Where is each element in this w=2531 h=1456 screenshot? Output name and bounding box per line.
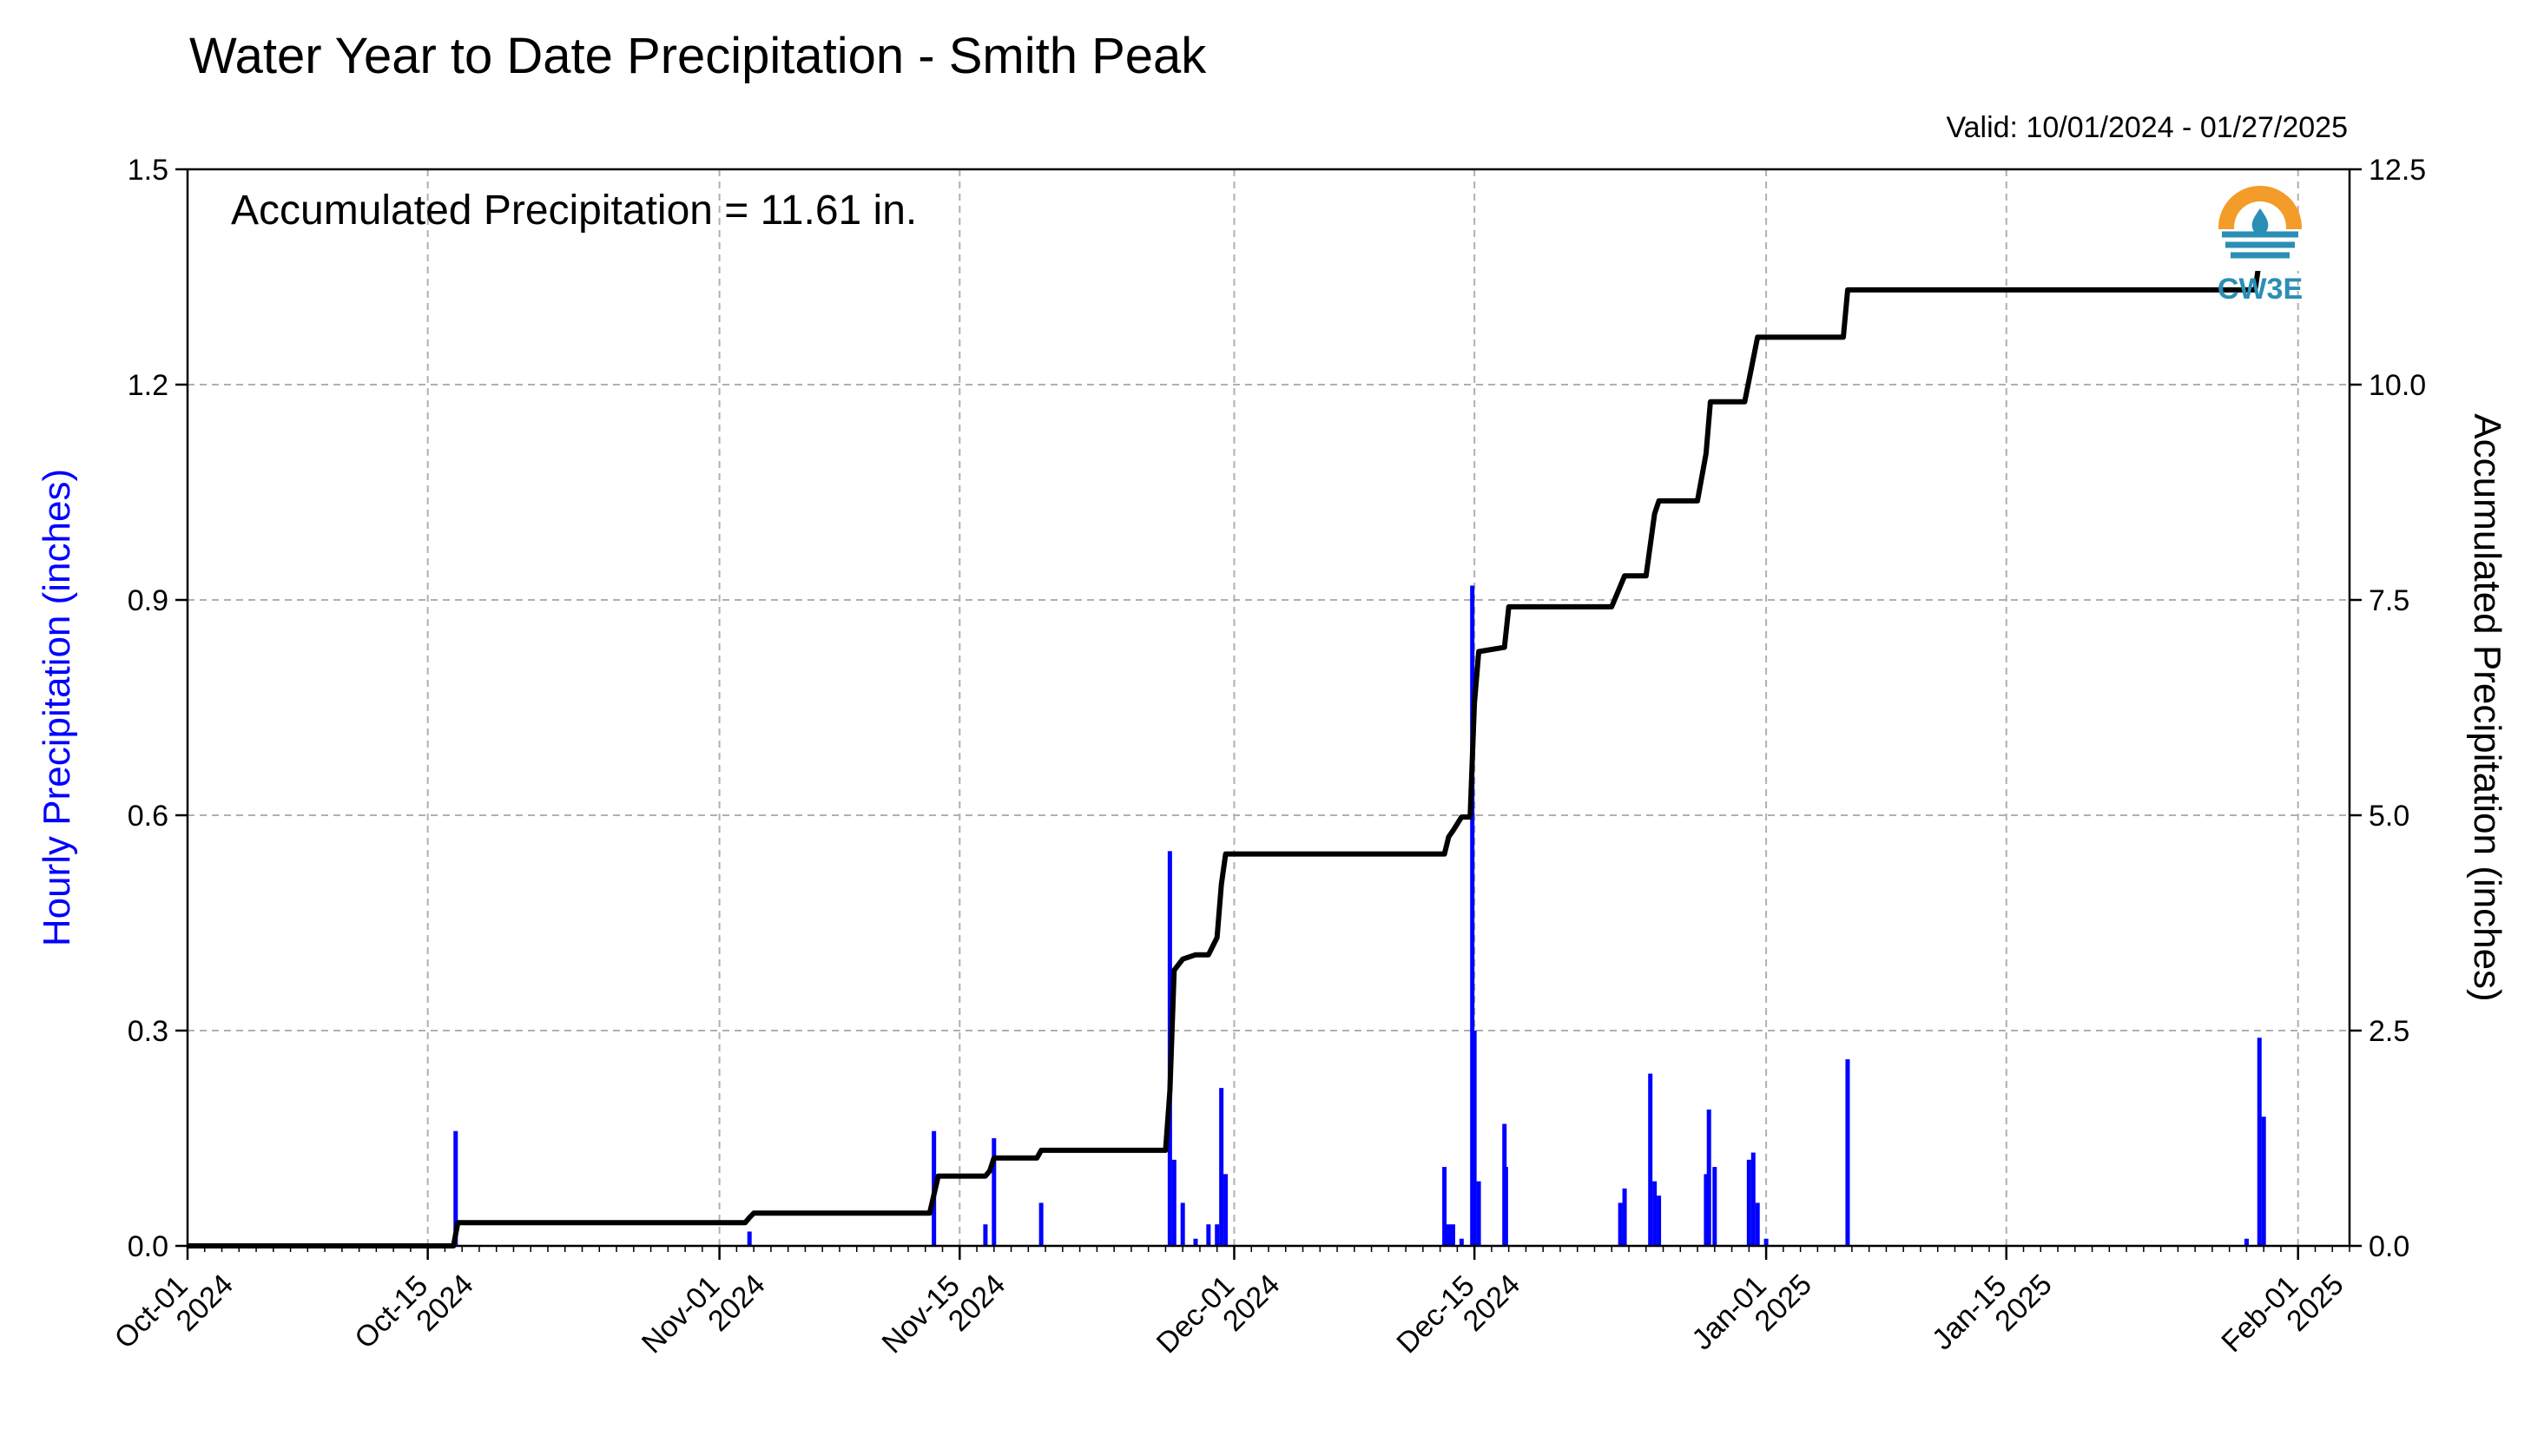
- accumulated-precip-line: [188, 245, 2267, 1248]
- hourly-precip-bar: [2257, 1038, 2262, 1246]
- hourly-precip-bar: [747, 1231, 752, 1246]
- hourly-precip-bar: [1215, 1224, 1220, 1246]
- hourly-precip-bar: [1038, 1202, 1044, 1246]
- hourly-precip-bar: [1476, 1181, 1481, 1246]
- chart-title: Water Year to Date Precipitation - Smith…: [189, 28, 1207, 84]
- hourly-precip-bar: [983, 1224, 988, 1246]
- hourly-precip-bar: [1763, 1238, 1769, 1246]
- logo-drop-icon: [2251, 208, 2269, 235]
- hourly-precip-bar: [1442, 1167, 1447, 1246]
- logo-text: CW3E: [2218, 273, 2303, 306]
- y-left-tick-label: 0.0: [128, 1230, 168, 1263]
- hourly-precip-bar: [1459, 1238, 1464, 1246]
- hourly-precip-bar: [1447, 1224, 1451, 1246]
- cw3e-logo: CW3E: [2217, 186, 2304, 306]
- x-tick-label-year: 2025: [1749, 1268, 1818, 1338]
- hourly-precip-bar: [1648, 1073, 1653, 1246]
- hourly-precip-bars: [453, 585, 2266, 1246]
- y-right-tick-label: 10.0: [2369, 369, 2426, 402]
- hourly-precip-bar: [1472, 1031, 1477, 1246]
- hourly-precip-bar: [1223, 1174, 1229, 1246]
- x-tick-label-year: 2024: [1457, 1268, 1526, 1338]
- hourly-precip-bar: [1746, 1159, 1751, 1246]
- accumulated-total-annotation: Accumulated Precipitation = 11.61 in.: [231, 188, 917, 234]
- x-tick-label-year: 2024: [942, 1268, 1012, 1338]
- y-left-tick-label: 0.9: [128, 584, 168, 617]
- hourly-precip-bar: [2244, 1238, 2249, 1246]
- y-left-tick-label: 1.2: [128, 369, 168, 402]
- hourly-precip-bar: [1450, 1224, 1455, 1246]
- y-left-tick-label: 1.5: [128, 154, 168, 187]
- hourly-precip-bar: [1193, 1238, 1198, 1246]
- hourly-precip-bar: [1503, 1167, 1508, 1246]
- y-right-tick-label: 5.0: [2369, 800, 2409, 833]
- hourly-precip-bar: [1171, 1159, 1177, 1246]
- x-tick-label-year: 2025: [1988, 1268, 2058, 1338]
- hourly-precip-bar: [2261, 1117, 2266, 1246]
- accumulated-precip-series: [188, 245, 2267, 1248]
- y-right-tick-label: 7.5: [2369, 584, 2409, 617]
- plot-frame: [186, 168, 2351, 1248]
- hourly-precip-bar: [1180, 1202, 1185, 1246]
- valid-date-range: Valid: 10/01/2024 - 01/27/2025: [1946, 111, 2348, 144]
- y-axis-right-label: Accumulated Precipitation (inches): [2466, 413, 2508, 1001]
- y-right-tick-label: 12.5: [2369, 154, 2426, 187]
- y-right-tick-label: 2.5: [2369, 1015, 2409, 1048]
- hourly-precip-bar: [453, 1130, 458, 1246]
- y-axis-right-ticks: 0.0 2.5 5.0 7.5 10.0 12.5: [2350, 154, 2426, 1263]
- x-tick-label-year: 2025: [2280, 1268, 2350, 1338]
- hourly-precip-bar: [992, 1138, 997, 1246]
- y-axis-left-ticks: 0.0 0.3 0.6 0.9 1.2 1.5: [128, 154, 188, 1263]
- hourly-precip-bar: [1755, 1202, 1760, 1246]
- y-left-tick-label: 0.3: [128, 1015, 168, 1048]
- hourly-precip-bar: [1622, 1188, 1627, 1246]
- x-tick-label-year: 2024: [410, 1268, 479, 1338]
- hourly-precip-bar: [1704, 1174, 1709, 1246]
- x-tick-label-year: 2024: [702, 1268, 771, 1338]
- y-axis-left-label: Hourly Precipitation (inches): [36, 469, 78, 946]
- hourly-precip-bar: [1470, 585, 1475, 1246]
- y-right-tick-label: 0.0: [2369, 1230, 2409, 1263]
- hourly-precip-bar: [1652, 1181, 1658, 1246]
- y-left-tick-label: 0.6: [128, 800, 168, 833]
- hourly-precip-bar: [1845, 1059, 1850, 1246]
- x-tick-label-year: 2024: [1216, 1268, 1286, 1338]
- hourly-precip-bar: [1657, 1196, 1662, 1246]
- hourly-precip-bar: [1206, 1224, 1211, 1246]
- grid-lines: [188, 169, 2350, 1246]
- hourly-precip-bar: [1706, 1109, 1711, 1246]
- x-tick-label-year: 2024: [170, 1268, 240, 1338]
- hourly-precip-bar: [1712, 1167, 1717, 1246]
- hourly-precip-bar: [1750, 1152, 1756, 1246]
- hourly-precip-bar: [1618, 1202, 1623, 1246]
- hourly-precip-bar: [1219, 1088, 1224, 1246]
